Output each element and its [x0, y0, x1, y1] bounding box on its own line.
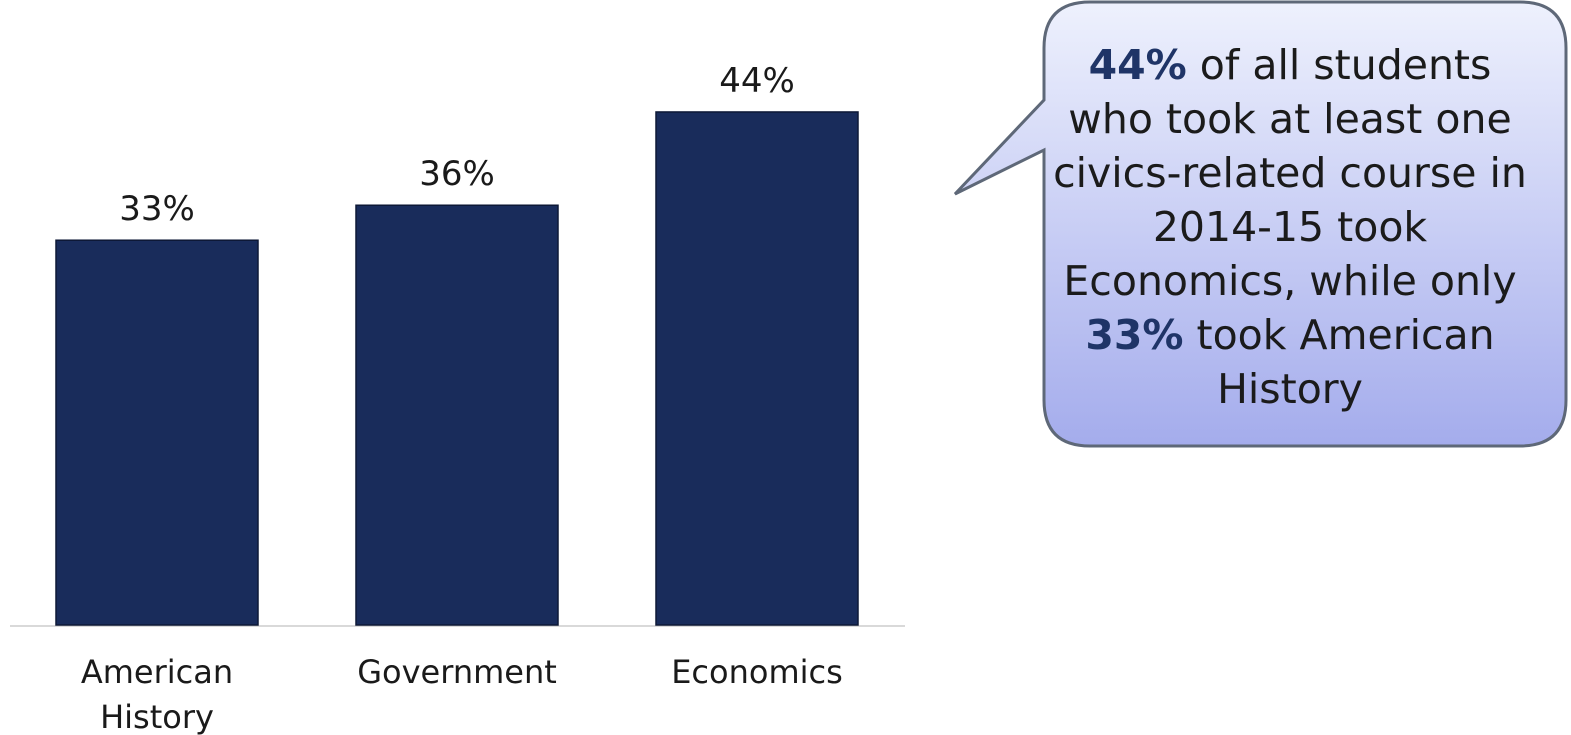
value-labels-group: 33% 36% 44%: [119, 61, 795, 229]
value-label-government: 36%: [419, 154, 495, 194]
callout-highlight-american-history: 33%: [1085, 311, 1184, 359]
category-labels-group: American History Government Economics: [81, 653, 843, 735]
callout-text-part-1: of all students who took at least one ci…: [1053, 41, 1527, 305]
callout-text: 44% of all students who took at least on…: [1040, 38, 1540, 416]
callout-text-part-2: took American History: [1183, 311, 1495, 413]
category-label-american-history-line-1: American: [81, 653, 233, 691]
bar-government: [355, 204, 559, 626]
bars-group: [55, 111, 859, 626]
value-label-american-history: 33%: [119, 189, 195, 229]
category-label-government: Government: [357, 653, 557, 691]
callout-bubble: [953, 0, 1568, 448]
value-label-economics: 44%: [719, 61, 795, 101]
category-label-american-history-line-2: History: [100, 698, 214, 735]
category-label-economics: Economics: [671, 653, 843, 691]
bar-economics: [655, 111, 859, 626]
bar-american-history: [55, 239, 259, 626]
callout-highlight-economics: 44%: [1088, 41, 1187, 89]
